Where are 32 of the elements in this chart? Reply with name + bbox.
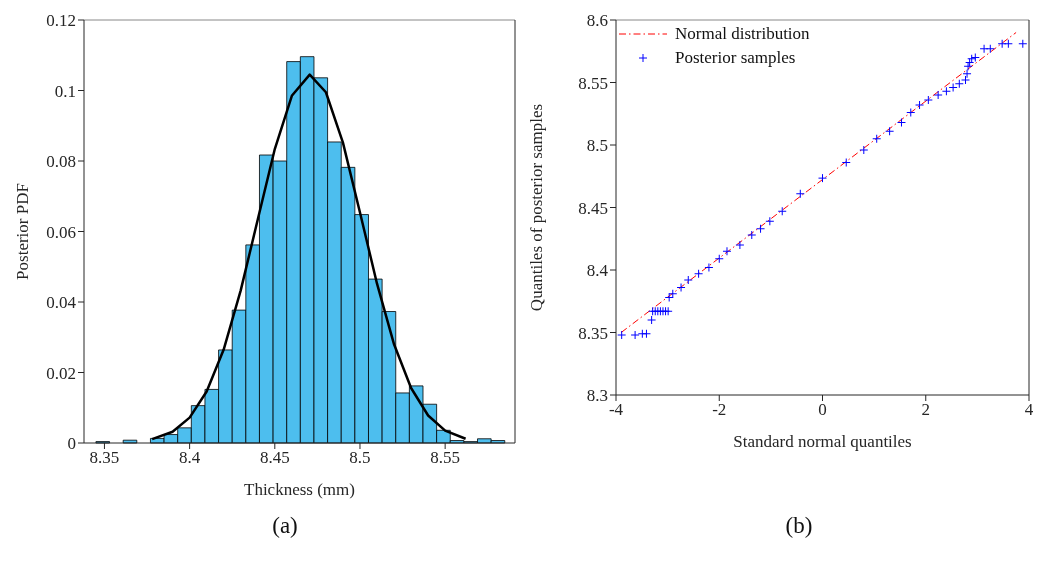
x-tick-label: -4 xyxy=(608,400,624,420)
y-tick-label: 8.6 xyxy=(586,11,608,31)
x-tick-label: 0 xyxy=(818,400,827,420)
y-tick-label: 0.1 xyxy=(54,81,76,101)
x-axis-title: Standard normal quantiles xyxy=(733,432,912,451)
x-tick-label: 8.35 xyxy=(89,448,120,468)
y-tick-label: 8.55 xyxy=(578,73,608,93)
legend-label: Posterior samples xyxy=(675,47,796,69)
y-tick-label: 0.06 xyxy=(46,222,76,242)
text: (b) xyxy=(784,513,814,539)
y-tick-label: 0 xyxy=(67,434,76,454)
y-tick-label: 0.12 xyxy=(46,11,76,31)
x-tick-label: 8.5 xyxy=(349,448,371,468)
y-tick-label: 8.3 xyxy=(586,386,608,406)
y-tick-label: 8.5 xyxy=(586,136,608,156)
y-tick-label: 8.4 xyxy=(586,261,609,281)
y-tick-label: 0.02 xyxy=(46,363,76,383)
x-tick-label: 8.55 xyxy=(430,448,461,468)
text: (a) xyxy=(271,513,299,539)
x-axis-title: Thickness (mm) xyxy=(244,480,355,499)
y-axis-title: Quantiles of posterior samples xyxy=(527,103,547,312)
x-tick-label: 8.45 xyxy=(259,448,290,468)
y-tick-label: 0.08 xyxy=(46,152,76,172)
y-tick-label: 8.45 xyxy=(578,198,608,218)
x-tick-label: 8.4 xyxy=(179,448,201,468)
y-axis-title: Posterior PDF xyxy=(13,183,33,280)
y-tick-label: 8.35 xyxy=(578,323,608,343)
x-tick-label: 4 xyxy=(1024,400,1034,420)
legend-label: Normal distribution xyxy=(675,23,810,45)
x-tick-label: 2 xyxy=(921,400,930,420)
y-tick-label: 0.04 xyxy=(46,293,77,313)
x-tick-label: -2 xyxy=(712,400,727,420)
